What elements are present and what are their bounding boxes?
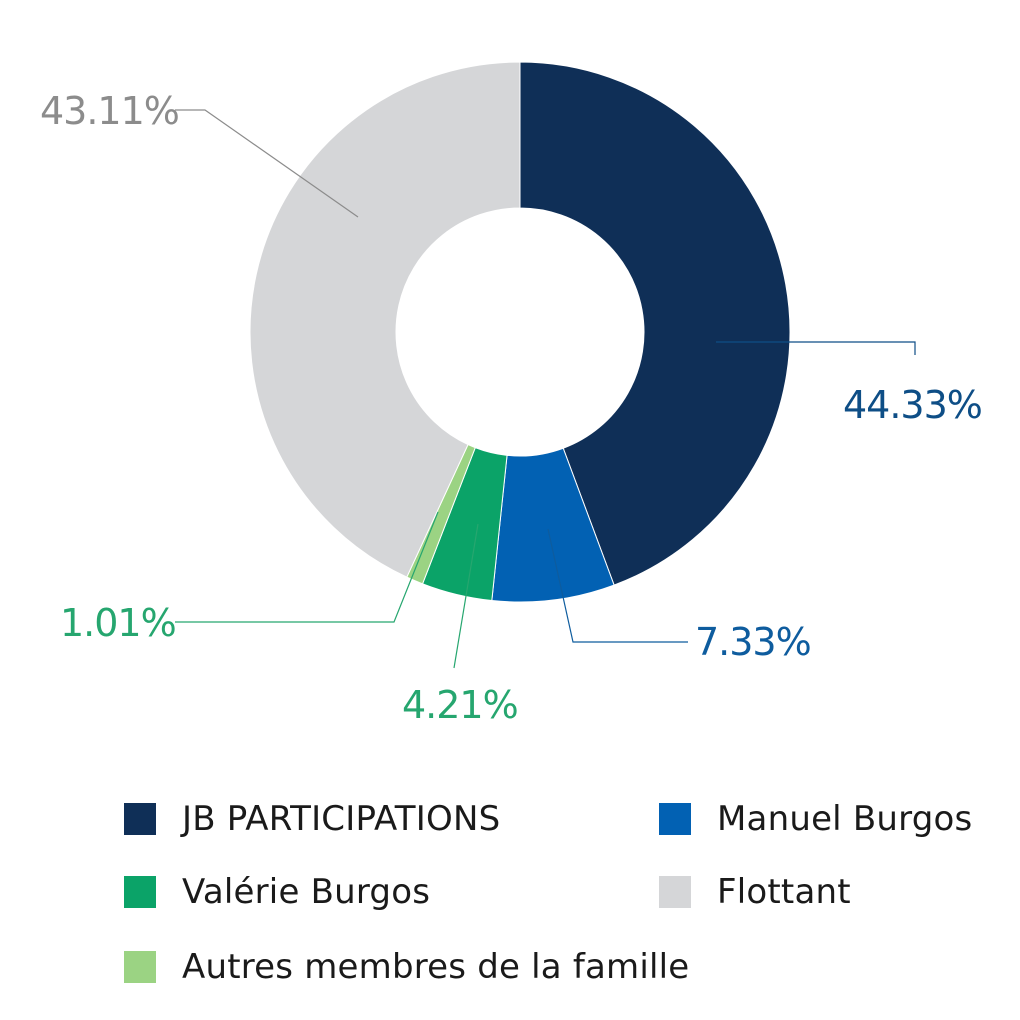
leader-lines-layer bbox=[175, 109, 916, 669]
legend-label: JB PARTICIPATIONS bbox=[182, 799, 501, 839]
leader-line-manuel-burgos bbox=[547, 528, 688, 643]
slice-flottant[interactable] bbox=[249, 61, 521, 578]
leader-line-autres-membres bbox=[175, 511, 439, 623]
legend-swatch bbox=[659, 803, 691, 835]
value-label-manuel-burgos: 7.33% bbox=[695, 620, 811, 664]
legend-label: Flottant bbox=[717, 872, 851, 912]
legend-swatch bbox=[124, 803, 156, 835]
slice-jb-participations[interactable] bbox=[519, 61, 791, 586]
value-label-jb-participations: 44.33% bbox=[843, 383, 982, 427]
leader-line-jb-participations bbox=[716, 341, 916, 355]
value-labels-layer: 44.33% 7.33% 4.21% 1.01% 43.11% bbox=[40, 89, 983, 727]
leader-line-valerie-burgos bbox=[453, 523, 479, 669]
legend-label: Manuel Burgos bbox=[717, 799, 973, 839]
value-label-flottant: 43.11% bbox=[40, 89, 179, 133]
legend-swatch bbox=[124, 951, 156, 983]
legend-label: Autres membres de la famille bbox=[182, 947, 690, 987]
legend-item-manuel-burgos[interactable]: Manuel Burgos bbox=[659, 799, 972, 839]
legend-item-flottant[interactable]: Flottant bbox=[659, 872, 851, 912]
value-label-autres-membres: 1.01% bbox=[60, 601, 176, 645]
value-label-valerie-burgos: 4.21% bbox=[402, 683, 518, 727]
legend-item-autres-membres[interactable]: Autres membres de la famille bbox=[124, 947, 689, 987]
slices-layer bbox=[249, 61, 791, 603]
legend-label: Valérie Burgos bbox=[182, 872, 431, 912]
legend-swatch bbox=[659, 876, 691, 908]
legend-item-jb-participations[interactable]: JB PARTICIPATIONS bbox=[124, 799, 500, 839]
leader-line-flottant bbox=[175, 109, 359, 218]
legend-swatch bbox=[124, 876, 156, 908]
legend-item-valerie-burgos[interactable]: Valérie Burgos bbox=[124, 872, 430, 912]
